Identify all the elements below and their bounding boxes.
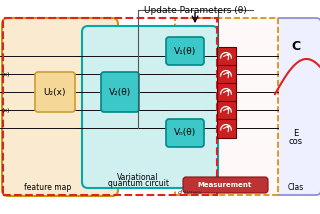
Text: quantum circuit: quantum circuit — [108, 180, 169, 189]
Text: Vₙ(θ): Vₙ(θ) — [174, 128, 196, 138]
Bar — [217, 101, 236, 119]
Bar — [217, 64, 236, 83]
Text: V₁(θ): V₁(θ) — [174, 46, 196, 55]
FancyBboxPatch shape — [35, 72, 75, 112]
FancyBboxPatch shape — [82, 26, 218, 188]
FancyBboxPatch shape — [166, 37, 204, 65]
Text: V₂(θ): V₂(θ) — [109, 88, 131, 97]
Text: cos: cos — [289, 138, 303, 147]
FancyBboxPatch shape — [275, 18, 320, 195]
Text: E: E — [293, 129, 299, 138]
Text: d times: d times — [178, 190, 202, 196]
Text: C: C — [292, 40, 300, 52]
Bar — [217, 83, 236, 101]
Text: Variational: Variational — [117, 174, 159, 183]
Text: (x): (x) — [2, 71, 11, 76]
Bar — [217, 46, 236, 65]
FancyBboxPatch shape — [183, 177, 268, 193]
Text: Measurement: Measurement — [198, 182, 252, 188]
FancyBboxPatch shape — [2, 18, 118, 196]
FancyBboxPatch shape — [166, 119, 204, 147]
Bar — [175, 18, 278, 195]
Text: Clas: Clas — [288, 183, 304, 193]
Bar — [217, 119, 236, 138]
Bar — [3, 18, 217, 195]
Text: (x): (x) — [2, 107, 11, 113]
Text: feature map: feature map — [24, 183, 72, 193]
Text: Update Parameters (θ): Update Parameters (θ) — [144, 6, 246, 15]
Text: U₂(x): U₂(x) — [44, 88, 66, 97]
FancyBboxPatch shape — [101, 72, 139, 112]
